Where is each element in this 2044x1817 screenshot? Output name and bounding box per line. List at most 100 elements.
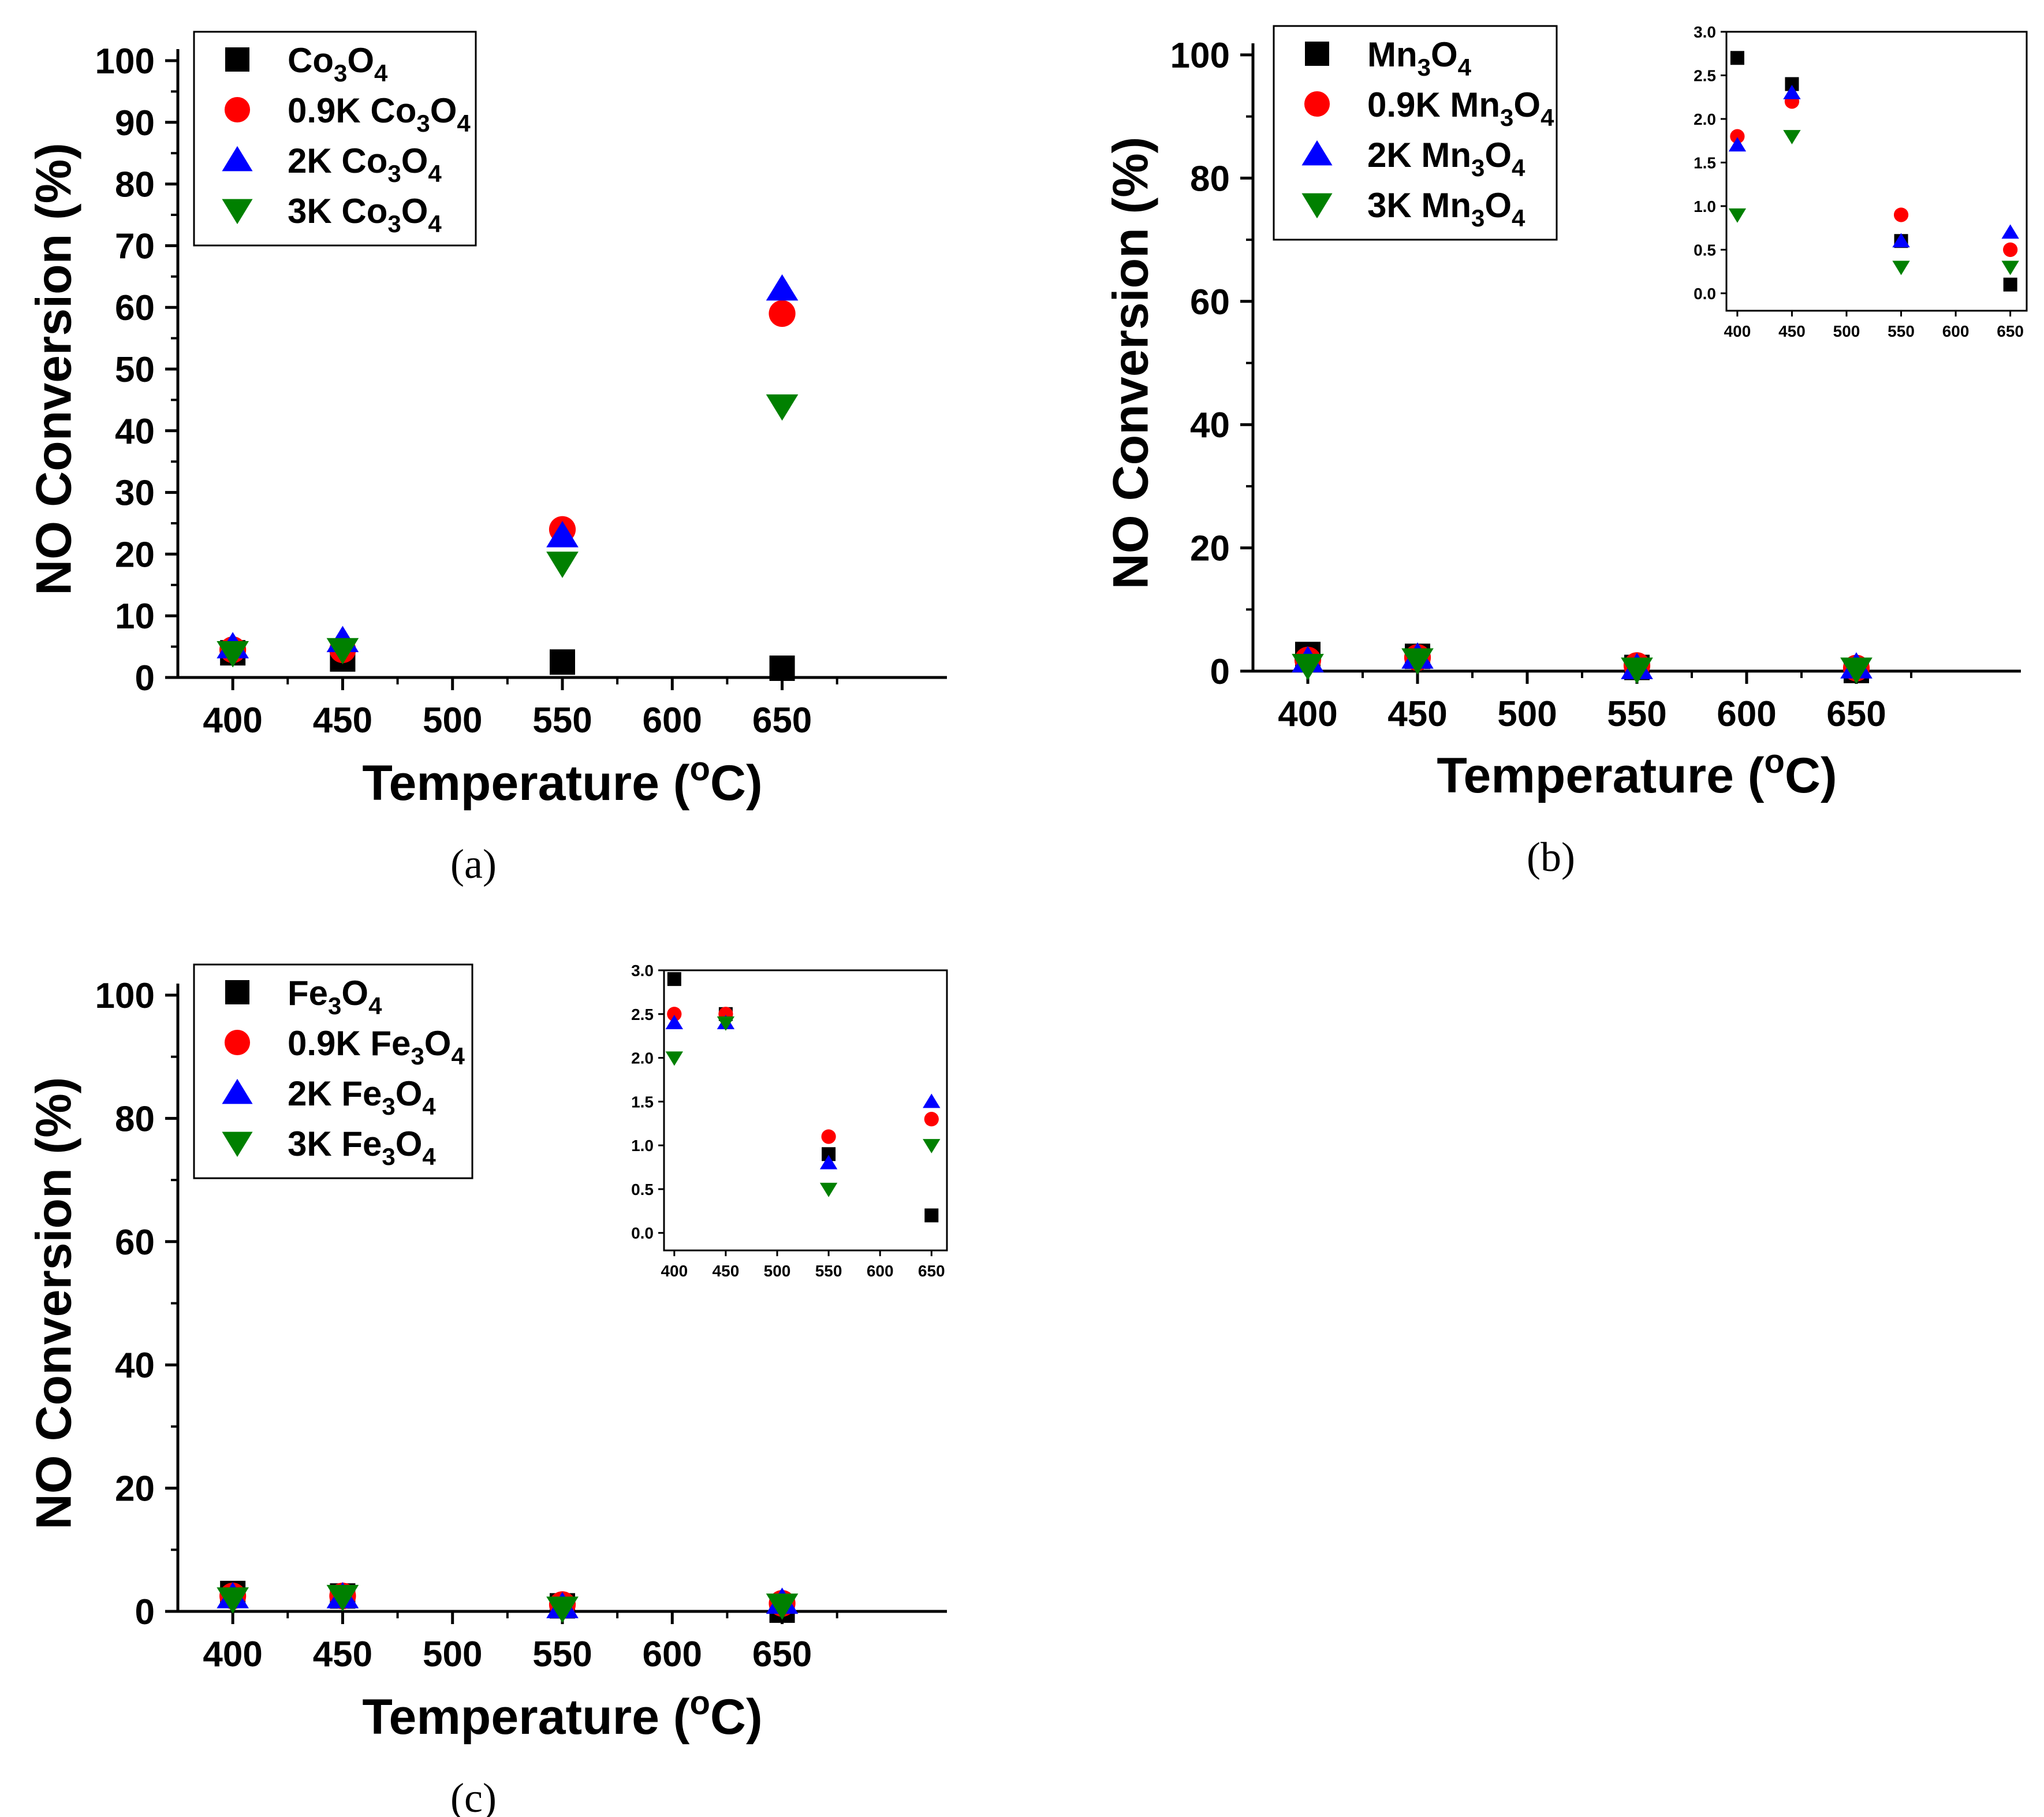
data-point-s2 <box>766 274 799 301</box>
inset-data-point-s3 <box>1892 260 1910 275</box>
data-point-s3 <box>1621 657 1653 684</box>
x-tick-label: 600 <box>1717 694 1776 734</box>
y-tick-label: 80 <box>115 1099 155 1139</box>
inset-x-tick-label: 400 <box>661 1262 688 1280</box>
chart-panel-b: 0 20 40 60 80 100 400 450 500 550 600 650 Temperatur… <box>1103 23 2028 880</box>
x-tick-label: 600 <box>643 701 702 740</box>
x-tick-label: 450 <box>313 701 372 740</box>
inset-chart: 0.0 0.5 1.0 1.5 2.0 2.5 3.0 400 450 500 550 600 650 <box>631 962 948 1280</box>
data-point-s1 <box>769 300 796 327</box>
legend-label: Mn3O4 <box>1367 35 1472 81</box>
panel-label: (c) <box>450 1775 497 1817</box>
inset-data-point-s3 <box>819 1182 838 1197</box>
legend-label: 0.9K Co3O4 <box>288 91 471 137</box>
y-axis-title: NO Conversion (%) <box>27 1077 82 1530</box>
y-tick-label: 50 <box>115 350 155 390</box>
y-tick-label: 100 <box>95 42 155 81</box>
legend-label: 0.9K Fe3O4 <box>288 1024 465 1070</box>
data-point-s3 <box>546 552 579 578</box>
x-tick-label: 500 <box>423 1634 482 1674</box>
y-tick-label: 90 <box>115 103 155 143</box>
data-point-s3 <box>217 641 249 668</box>
y-tick-label: 40 <box>115 412 155 452</box>
x-tick-label: 550 <box>532 1634 592 1674</box>
data-points <box>1292 642 1873 684</box>
inset-data-point-s0 <box>667 972 681 986</box>
y-tick-label: 100 <box>1170 36 1230 76</box>
legend-label: 2K Fe3O4 <box>288 1074 436 1120</box>
data-point-s3 <box>1840 657 1873 684</box>
inset-data-point-s3 <box>2001 260 2019 275</box>
data-point-s3 <box>546 1596 579 1623</box>
legend-marker-s2 <box>222 146 253 172</box>
inset-data-point-s1 <box>667 1007 682 1022</box>
x-tick-label: 650 <box>1826 694 1886 734</box>
y-tick-label: 10 <box>115 597 155 636</box>
inset-data-point-s1 <box>821 1129 836 1144</box>
inset-x-tick-label: 650 <box>1997 322 2024 340</box>
inset-x-tick-label: 500 <box>764 1262 791 1280</box>
legend-marker-s1 <box>224 96 251 123</box>
y-tick-label: 30 <box>115 474 155 513</box>
data-point-s0 <box>769 655 795 681</box>
inset-frame <box>663 969 948 1252</box>
y-tick-label: 80 <box>1190 159 1230 199</box>
x-tick-label: 650 <box>752 701 812 740</box>
inset-data-point-s1 <box>1893 207 1909 222</box>
legend-marker-s0 <box>225 47 249 72</box>
legend-marker-s3 <box>222 1131 253 1157</box>
data-point-s2 <box>546 521 579 548</box>
inset-data-point-s1 <box>924 1112 939 1127</box>
inset-data-point-s3 <box>665 1051 683 1066</box>
y-tick-label: 100 <box>95 976 155 1016</box>
x-tick-label: 650 <box>752 1634 812 1674</box>
legend-label: Co3O4 <box>288 41 388 87</box>
inset-chart: 0.0 0.5 1.0 1.5 2.0 2.5 3.0 400 450 500 550 600 650 <box>1694 23 2028 340</box>
legend-marker-s0 <box>225 980 249 1004</box>
legend-marker-s2 <box>1301 140 1333 166</box>
data-point-s0 <box>550 649 575 675</box>
y-axis-title: NO Conversion (%) <box>27 143 82 595</box>
inset-y-tick-label: 2.0 <box>631 1049 654 1067</box>
panel-label: (a) <box>450 841 497 887</box>
x-tick-label: 400 <box>1278 694 1337 734</box>
inset-y-tick-label: 1.0 <box>631 1137 654 1155</box>
inset-data-point-s2 <box>923 1093 941 1108</box>
y-tick-label: 20 <box>115 1469 155 1509</box>
inset-x-tick-label: 450 <box>713 1262 740 1280</box>
inset-data-point-s2 <box>819 1155 838 1170</box>
inset-x-tick-label: 550 <box>1888 322 1915 340</box>
data-point-s3 <box>326 1585 359 1611</box>
inset-data-point-s2 <box>1892 233 1910 248</box>
inset-data-point-s3 <box>717 1016 735 1031</box>
data-points <box>217 274 799 681</box>
inset-data-point-s1 <box>2003 242 2018 257</box>
data-point-s3 <box>1292 654 1324 680</box>
y-tick-label: 20 <box>1190 529 1230 569</box>
inset-x-tick-label: 600 <box>1942 322 1970 340</box>
legend-label: 3K Co3O4 <box>288 192 442 237</box>
inset-x-tick-label: 450 <box>1778 322 1806 340</box>
y-tick-label: 60 <box>1190 282 1230 322</box>
inset-y-tick-label: 1.0 <box>1694 198 1716 215</box>
legend-label: 2K Mn3O4 <box>1367 136 1525 181</box>
x-tick-label: 550 <box>1607 694 1666 734</box>
y-tick-label: 60 <box>115 1223 155 1263</box>
inset-data-point-s2 <box>2001 224 2019 239</box>
inset-y-tick-label: 0.5 <box>631 1181 654 1198</box>
y-tick-label: 60 <box>115 288 155 328</box>
y-tick-label: 20 <box>115 535 155 575</box>
inset-x-tick-label: 400 <box>1724 322 1751 340</box>
inset-x-tick-label: 550 <box>815 1262 842 1280</box>
x-axis-title: Temperature (oC) <box>362 1684 762 1745</box>
y-tick-label: 40 <box>115 1346 155 1386</box>
inset-frame <box>1725 31 2028 312</box>
inset-y-tick-label: 1.5 <box>1694 154 1716 172</box>
inset-x-tick-label: 600 <box>867 1262 894 1280</box>
inset-y-tick-label: 3.0 <box>1694 23 1716 41</box>
inset-x-tick-label: 650 <box>918 1262 945 1280</box>
legend-label: 0.9K Mn3O4 <box>1367 85 1554 131</box>
legend-marker-s1 <box>1304 91 1330 117</box>
